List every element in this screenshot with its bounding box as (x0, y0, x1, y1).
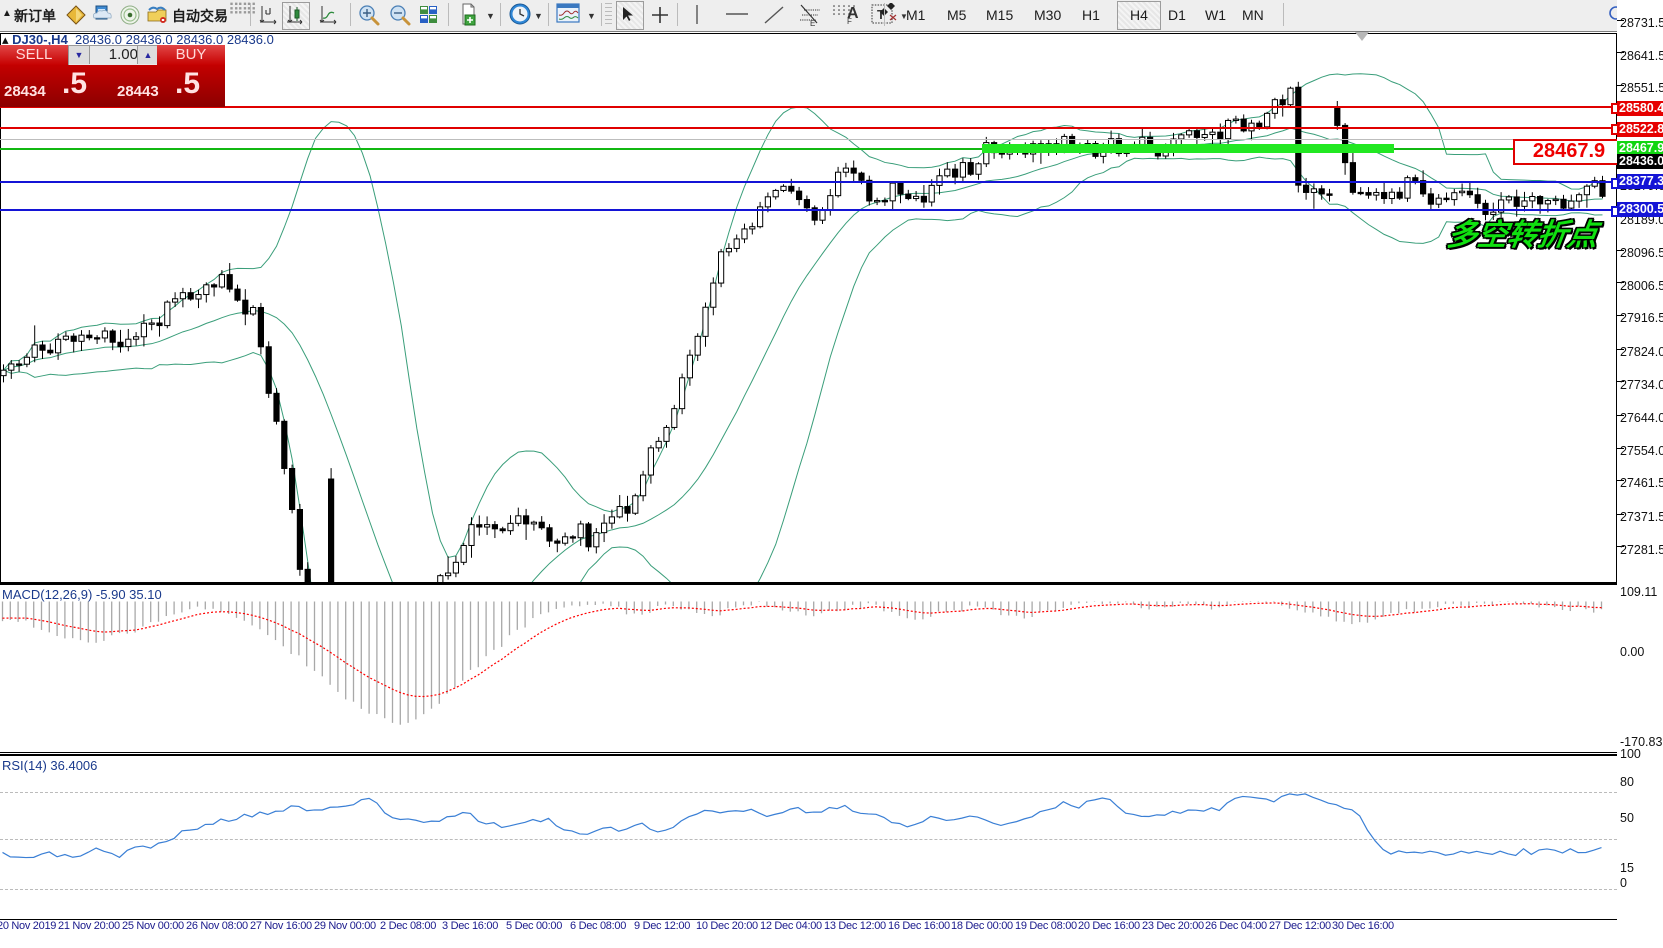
svg-text:E: E (810, 19, 815, 27)
